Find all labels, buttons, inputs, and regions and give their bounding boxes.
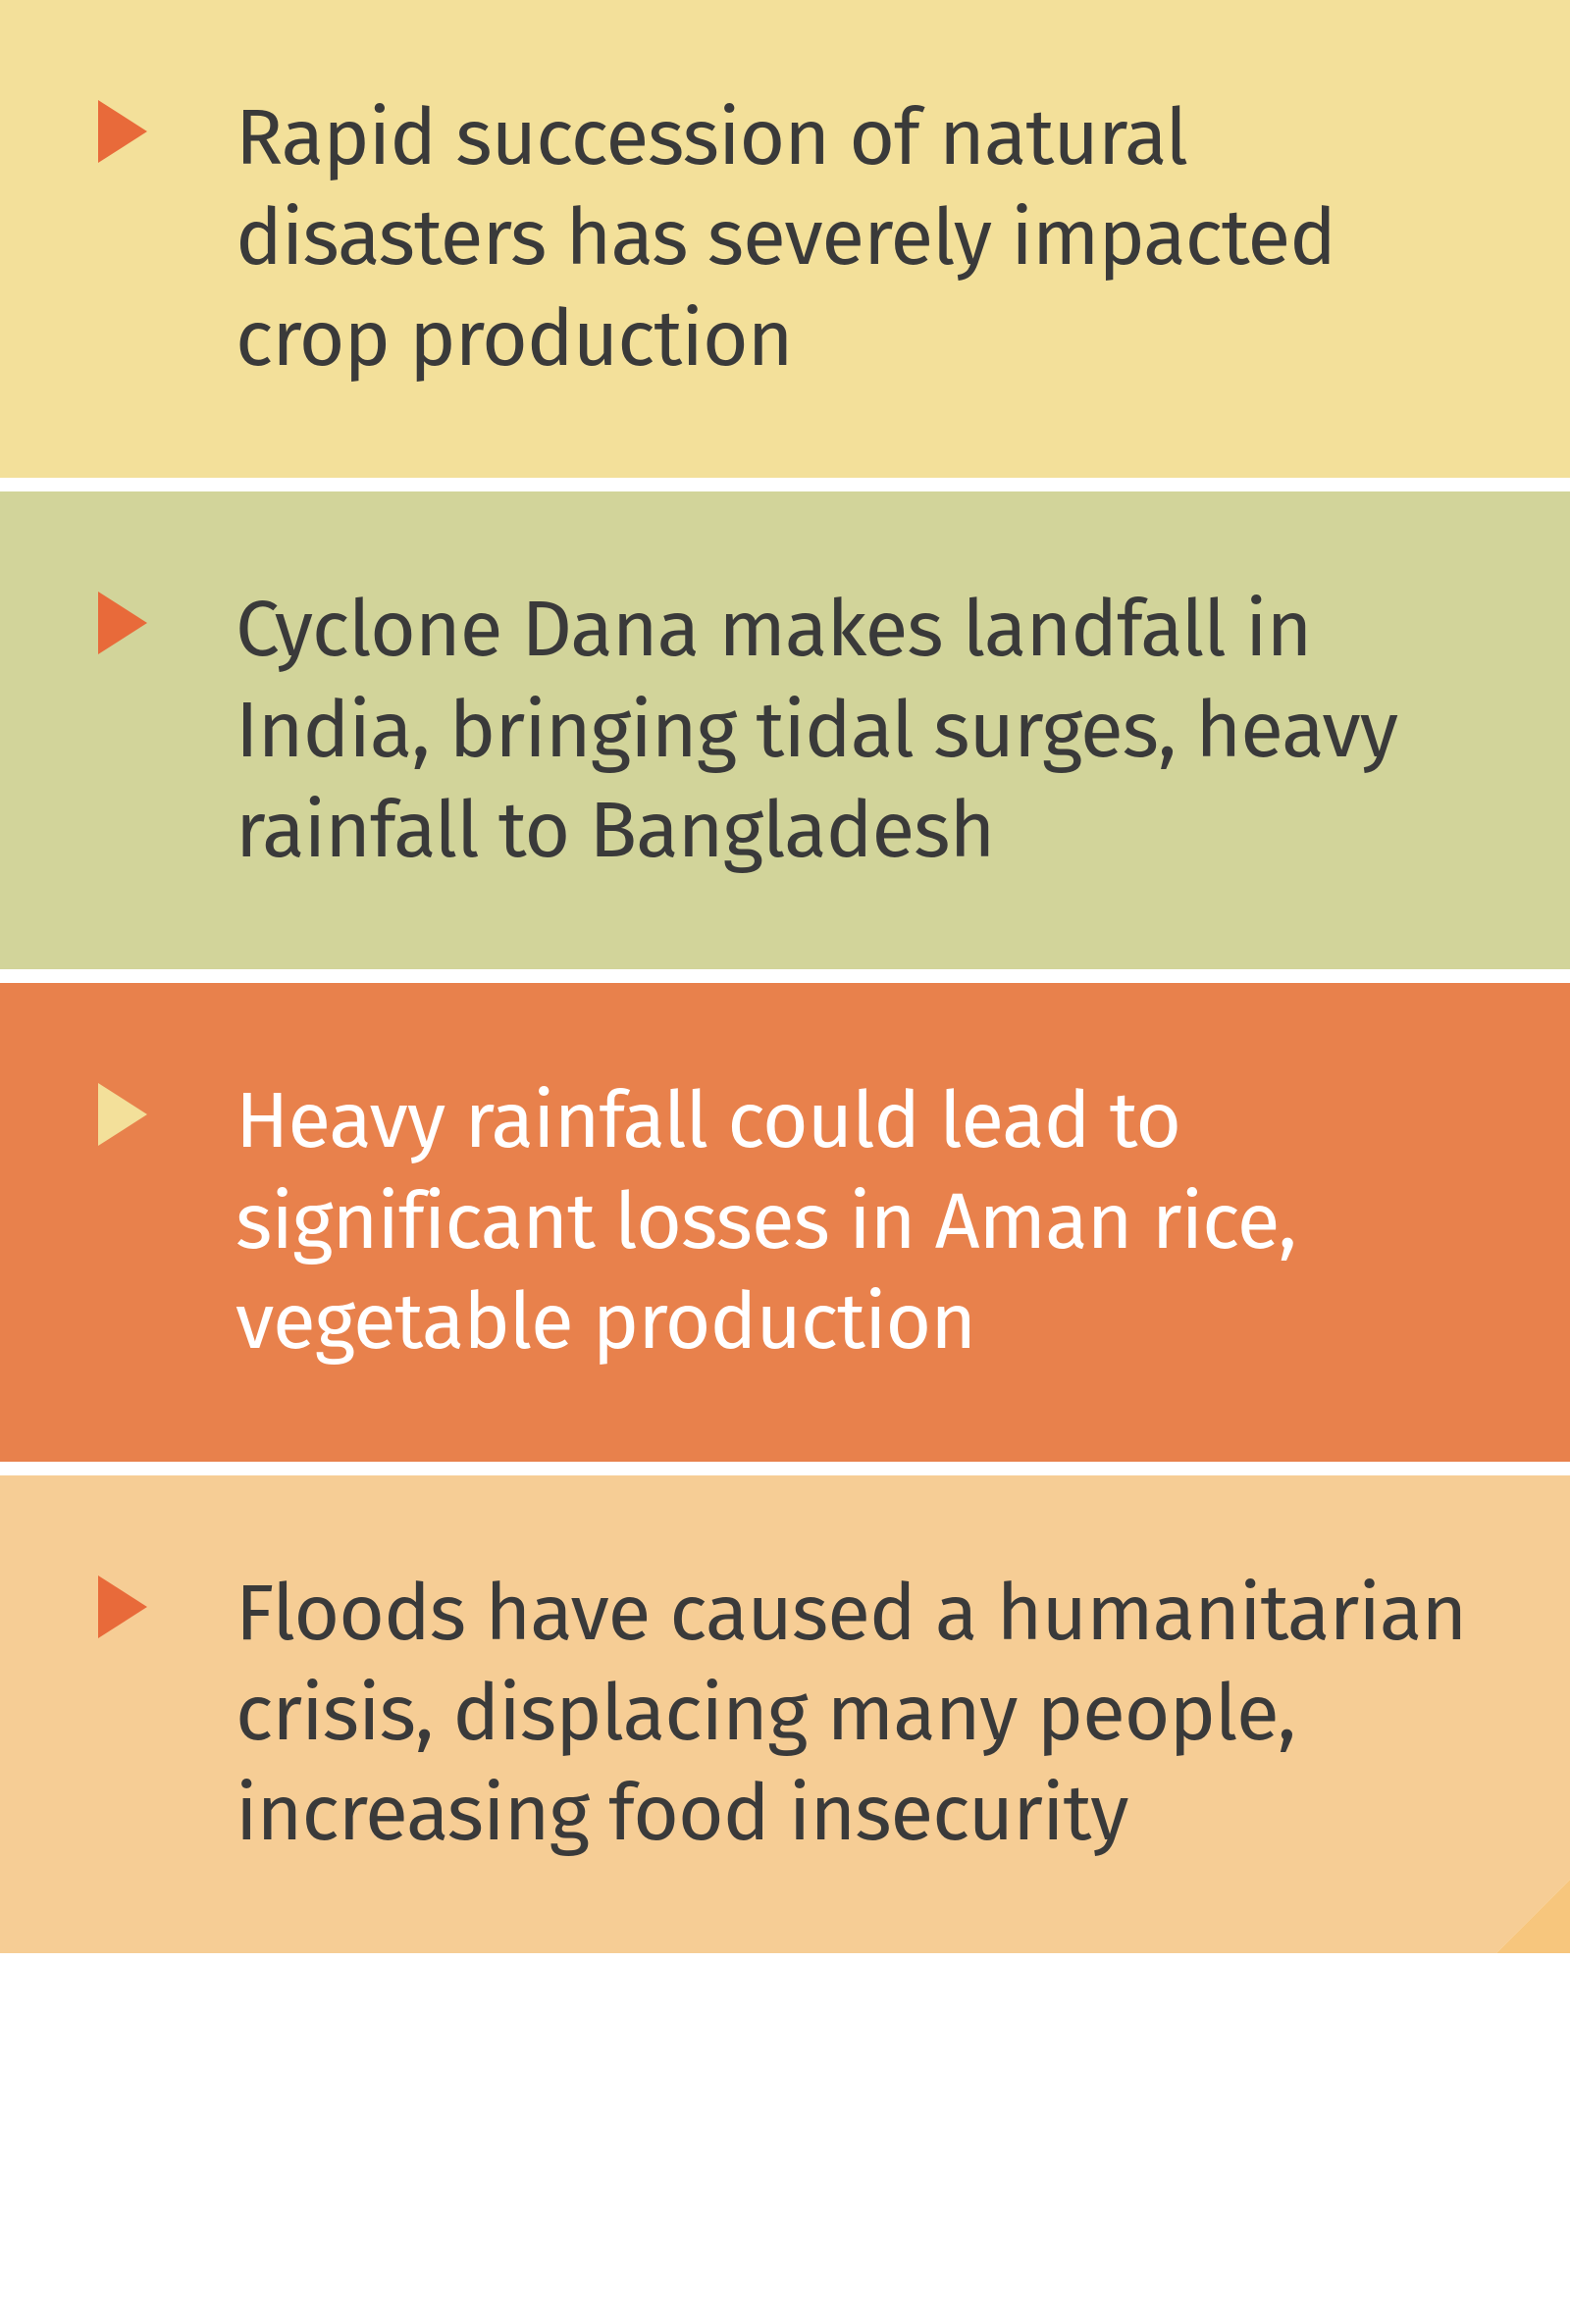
list-item: Cyclone Dana makes landfall in India, br…: [0, 491, 1570, 983]
list-item: Floods have caused a humanitarian crisis…: [0, 1475, 1570, 1953]
bullet-triangle-icon: [98, 100, 147, 163]
infographic-container: Rapid succession of natural disasters ha…: [0, 0, 1570, 1953]
bullet-triangle-icon: [98, 1083, 147, 1146]
item-text: Rapid succession of natural disasters ha…: [236, 88, 1472, 389]
bullet-triangle-icon: [98, 592, 147, 654]
bullet-triangle-icon: [98, 1575, 147, 1638]
list-item: Heavy rainfall could lead to significant…: [0, 983, 1570, 1474]
item-text: Floods have caused a humanitarian crisis…: [236, 1564, 1472, 1865]
corner-fold-icon: [1496, 1880, 1570, 1953]
list-item: Rapid succession of natural disasters ha…: [0, 0, 1570, 491]
item-text: Cyclone Dana makes landfall in India, br…: [236, 580, 1472, 881]
item-text: Heavy rainfall could lead to significant…: [236, 1071, 1472, 1372]
